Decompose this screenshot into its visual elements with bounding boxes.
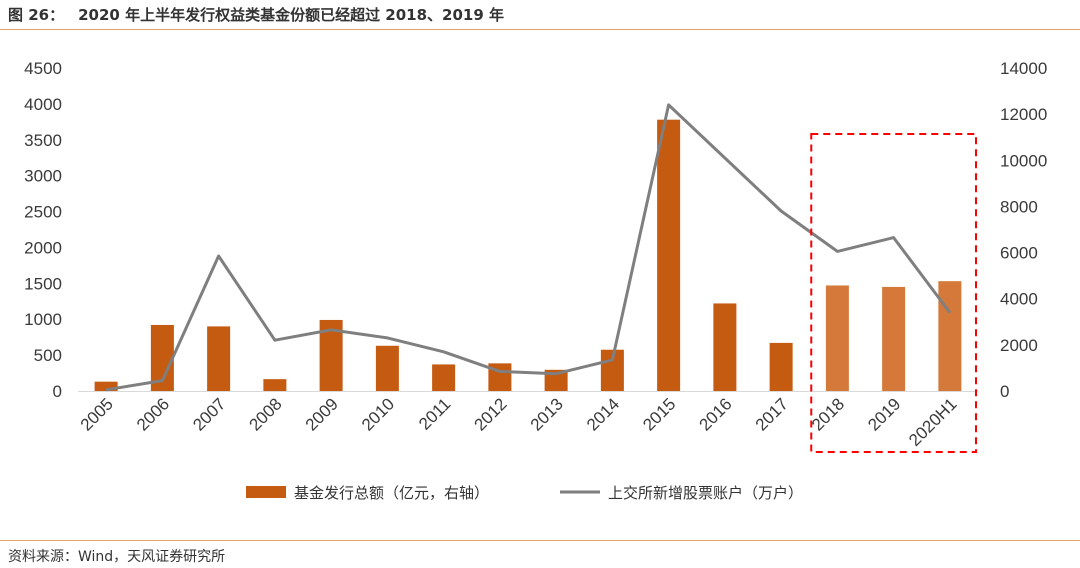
bar-2015 xyxy=(657,119,681,392)
bar-2011 xyxy=(432,364,456,391)
right-tick-label: 0 xyxy=(1000,382,1009,401)
left-tick-label: 0 xyxy=(53,382,62,401)
left-tick-label: 4000 xyxy=(24,95,62,114)
left-tick-label: 3500 xyxy=(24,131,62,150)
legend-bar-swatch xyxy=(246,486,286,498)
right-tick-label: 10000 xyxy=(1000,151,1047,170)
x-axis: 2005 2006 2007 2008 2009 2010 2011 2012 2013 2014… xyxy=(77,394,961,450)
figure-title-text: 2020 年上半年发行权益类基金份额已经超过 2018、2019 年 xyxy=(78,6,505,24)
left-tick-label: 1000 xyxy=(24,310,62,329)
x-tick-label: 2014 xyxy=(583,394,623,434)
bar-series xyxy=(94,119,962,392)
x-tick-label: 2005 xyxy=(77,394,117,434)
x-tick-label: 2016 xyxy=(696,394,736,434)
x-tick-label: 2013 xyxy=(527,394,567,434)
right-tick-label: 2000 xyxy=(1000,336,1038,355)
left-tick-label: 3000 xyxy=(24,167,62,186)
x-tick-label: 2006 xyxy=(133,394,173,434)
bar-2013 xyxy=(544,369,568,391)
x-tick-label: 2015 xyxy=(639,394,679,434)
x-tick-label: 2020H1 xyxy=(905,394,961,450)
right-tick-label: 12000 xyxy=(1000,105,1047,124)
right-tick-label: 8000 xyxy=(1000,197,1038,216)
right-tick-label: 14000 xyxy=(1000,59,1047,78)
x-tick-label: 2010 xyxy=(358,394,398,434)
x-tick-label: 2012 xyxy=(471,394,511,434)
legend-line-label: 上交所新增股票账户（万户） xyxy=(608,484,803,502)
x-tick-label: 2008 xyxy=(246,394,286,434)
line-series xyxy=(105,103,952,392)
left-tick-label: 500 xyxy=(34,346,62,365)
left-tick-label: 2000 xyxy=(24,238,62,257)
bar-2018 xyxy=(825,285,849,391)
x-tick-label: 2011 xyxy=(415,394,454,433)
x-tick-label: 2009 xyxy=(302,394,342,434)
legend: 基金发行总额（亿元，右轴） 上交所新增股票账户（万户） xyxy=(246,484,803,502)
left-tick-label: 4500 xyxy=(24,59,62,78)
bar-2006 xyxy=(150,324,174,391)
legend-bar-label: 基金发行总额（亿元，右轴） xyxy=(294,484,489,502)
x-tick-label: 2019 xyxy=(864,394,904,434)
left-tick-label: 1500 xyxy=(24,274,62,293)
bar-2017 xyxy=(769,342,793,391)
bar-2019 xyxy=(882,286,906,391)
top-divider xyxy=(0,29,1080,30)
source-note: 资料来源：Wind，天风证券研究所 xyxy=(8,549,226,565)
right-tick-label: 6000 xyxy=(1000,244,1038,263)
right-tick-label: 4000 xyxy=(1000,290,1038,309)
highlight-box xyxy=(810,133,977,453)
bar-2020H1 xyxy=(938,281,962,391)
bar-2010 xyxy=(375,345,399,391)
x-tick-label: 2017 xyxy=(752,394,792,434)
x-tick-label: 2018 xyxy=(808,394,848,434)
bar-2007 xyxy=(207,326,231,391)
left-tick-label: 2500 xyxy=(24,203,62,222)
bottom-divider xyxy=(0,540,1080,541)
bar-2008 xyxy=(263,379,287,391)
bar-2009 xyxy=(319,319,343,391)
bar-2005 xyxy=(94,381,118,391)
right-axis: 0 2000 4000 6000 8000 10000 12000 14000 xyxy=(1000,59,1047,401)
combo-chart: 0 500 1000 1500 2000 2500 3000 3500 4000 4500 0 20… xyxy=(24,59,1047,502)
x-tick-label: 2007 xyxy=(189,394,229,434)
figure-title: 图 26： 2020 年上半年发行权益类基金份额已经超过 2018、2019 年 xyxy=(8,4,504,25)
bar-2016 xyxy=(713,303,737,391)
left-axis: 0 500 1000 1500 2000 2500 3000 3500 4000 4500 xyxy=(24,59,62,401)
figure-label: 图 26： xyxy=(8,6,65,24)
